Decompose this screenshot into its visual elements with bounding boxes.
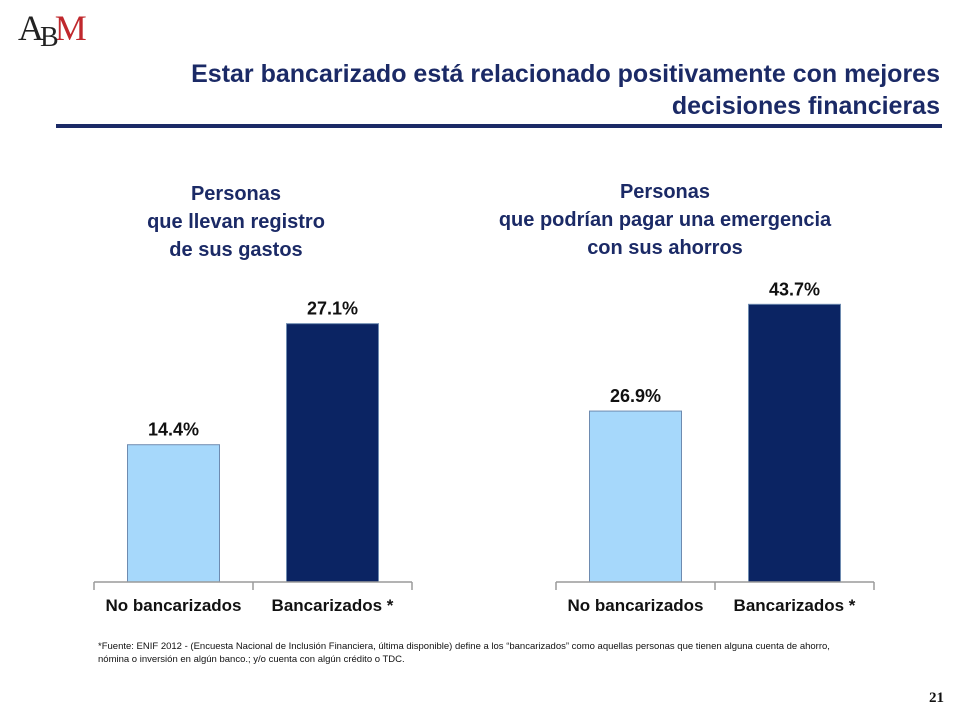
chart-1-title: Personas que llevan registro de sus gast…	[96, 180, 376, 264]
chart-2-title-line-2: que podrían pagar una emergencia	[498, 209, 832, 231]
chart-2-bar-1	[589, 410, 682, 583]
chart-1-value-label-1: 14.4%	[148, 420, 199, 440]
chart-1-value-label-2: 27.1%	[307, 299, 358, 319]
abm-logo: ABM	[18, 8, 87, 52]
chart-2-title: Personas que podrían pagar una emergenci…	[490, 178, 840, 262]
logo-letter-b: B	[40, 22, 59, 53]
chart-2-title-line-1: Personas	[619, 181, 711, 203]
slide-title: Estar bancarizado está relacionado posit…	[191, 60, 940, 120]
chart-2-value-label-1: 26.9%	[610, 386, 661, 406]
chart-2-value-label-2: 43.7%	[769, 279, 820, 299]
title-underline	[56, 124, 942, 128]
source-footnote: *Fuente: ENIF 2012 - (Encuesta Nacional …	[98, 641, 830, 665]
page-number: 21	[929, 690, 944, 706]
logo-letter-m: M	[54, 8, 87, 48]
logo-letter-a: A	[18, 8, 44, 48]
chart-1-title-line-2: que llevan registro	[147, 211, 325, 233]
chart-2-category-label-1: No bancarizados	[567, 596, 703, 615]
chart-1-title-line-1: Personas	[190, 183, 282, 205]
chart-1-bar-2	[286, 323, 379, 583]
chart-1-category-label-1: No bancarizados	[105, 596, 241, 615]
chart-1-title-line-3: de sus gastos	[169, 239, 303, 261]
chart-2-bar-2	[748, 303, 841, 583]
chart-2-category-label-2: Bancarizados *	[734, 596, 856, 615]
chart-2-title-line-3: con sus ahorros	[587, 237, 743, 259]
chart-1-bar-1	[127, 444, 220, 583]
chart-1-category-label-2: Bancarizados *	[272, 596, 394, 615]
